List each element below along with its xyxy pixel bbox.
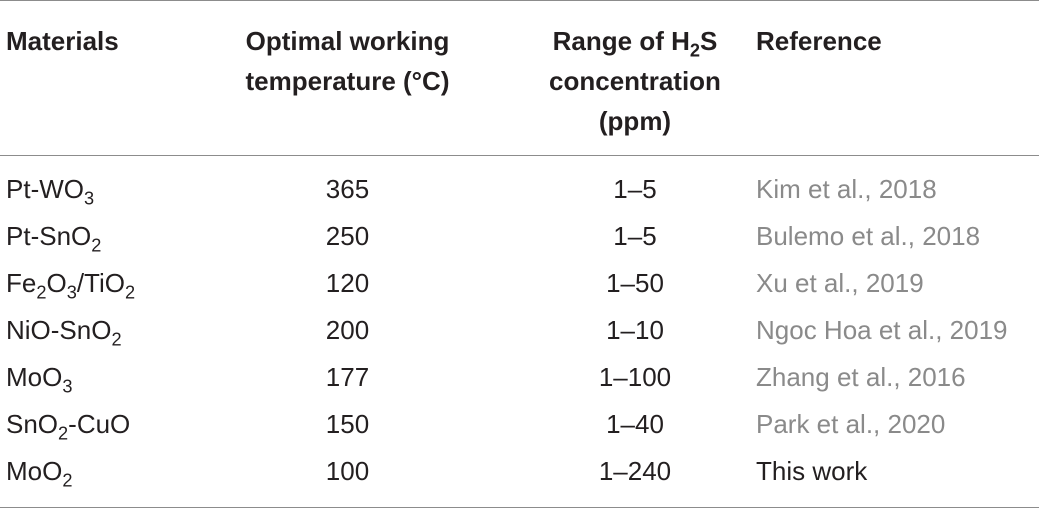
header-materials: Materials — [0, 0, 175, 156]
cell-temperature: 177 — [325, 362, 370, 392]
material-subscript: 2 — [62, 470, 73, 491]
table-body: Pt-WO3 365 1–5 Kim et al., 2018 Pt-SnO2 … — [0, 156, 1039, 508]
cell-material: Pt-SnO2 — [0, 213, 175, 260]
table-row: SnO2-CuO 150 1–40 Park et al., 2020 — [0, 401, 1039, 448]
cell-material: NiO-SnO2 — [0, 307, 175, 354]
cell-temperature: 120 — [325, 268, 370, 298]
cell-range: 1–5 — [613, 221, 657, 251]
cell-temperature: 365 — [325, 174, 370, 204]
cell-reference[interactable]: Zhang et al., 2016 — [756, 362, 966, 392]
table-row: MoO3 177 1–100 Zhang et al., 2016 — [0, 354, 1039, 401]
material-text: -CuO — [68, 409, 131, 439]
cell-reference[interactable]: Ngoc Hoa et al., 2019 — [756, 315, 1008, 345]
cell-temperature: 200 — [325, 315, 370, 345]
cell-reference[interactable]: Xu et al., 2019 — [756, 268, 924, 298]
material-text: MoO — [6, 456, 63, 486]
cell-material: MoO3 — [0, 354, 175, 401]
header-row: Materials Optimal working temperature (°… — [0, 0, 1039, 156]
material-text: SnO — [6, 409, 59, 439]
material-text: Pt-WO — [6, 174, 84, 204]
header-temperature-line2: temperature (°C) — [245, 66, 450, 96]
cell-material: MoO2 — [0, 448, 175, 508]
cell-temperature: 250 — [325, 221, 370, 251]
material-subscript: 2 — [124, 282, 136, 303]
header-range-line3: (ppm) — [598, 106, 672, 136]
header-range-sub: 2 — [689, 40, 700, 61]
header-range-post: S — [700, 26, 718, 56]
table-row: NiO-SnO2 200 1–10 Ngoc Hoa et al., 2019 — [0, 307, 1039, 354]
cell-range: 1–100 — [598, 362, 672, 392]
header-temperature: Optimal working temperature (°C) — [175, 0, 520, 156]
cell-reference[interactable]: Bulemo et al., 2018 — [756, 221, 981, 251]
table-row: Fe2O3/TiO2 120 1–50 Xu et al., 2019 — [0, 260, 1039, 307]
material-text: Fe — [6, 268, 37, 298]
cell-reference[interactable]: Park et al., 2020 — [756, 409, 946, 439]
cell-reference-this-work: This work — [750, 448, 1039, 508]
header-range: Range of H2S concentration (ppm) — [520, 0, 750, 156]
table-row: MoO2 100 1–240 This work — [0, 448, 1039, 508]
table-row: Pt-WO3 365 1–5 Kim et al., 2018 — [0, 156, 1039, 214]
material-subscript: 2 — [58, 423, 69, 444]
material-text: /TiO — [76, 268, 125, 298]
material-subscript: 2 — [91, 235, 102, 256]
cell-range: 1–240 — [520, 448, 750, 508]
cell-range: 1–40 — [606, 409, 664, 439]
table-row: Pt-SnO2 250 1–5 Bulemo et al., 2018 — [0, 213, 1039, 260]
header-range-pre: Range of H — [552, 26, 690, 56]
header-range-line2: concentration — [549, 66, 721, 96]
material-text: NiO-SnO — [6, 315, 112, 345]
cell-reference[interactable]: Kim et al., 2018 — [756, 174, 937, 204]
material-subscript: 2 — [111, 329, 122, 350]
cell-temperature: 100 — [175, 448, 520, 508]
table-header: Materials Optimal working temperature (°… — [0, 0, 1039, 156]
material-subscript: 3 — [84, 188, 95, 209]
cell-range: 1–10 — [606, 315, 664, 345]
material-text: O — [46, 268, 67, 298]
material-subscript: 3 — [62, 376, 73, 397]
material-subscript: 2 — [36, 282, 47, 303]
material-subscript: 3 — [66, 282, 77, 303]
cell-material: SnO2-CuO — [0, 401, 175, 448]
material-text: Pt-SnO — [6, 221, 92, 251]
header-temperature-line1: Optimal working — [245, 26, 450, 56]
header-range-line1: Range of H2S — [520, 21, 750, 61]
cell-range: 1–50 — [606, 268, 664, 298]
cell-material: Pt-WO3 — [0, 156, 175, 214]
material-text: MoO — [6, 362, 63, 392]
cell-temperature: 150 — [325, 409, 370, 439]
header-reference: Reference — [750, 0, 1039, 156]
cell-material: Fe2O3/TiO2 — [0, 260, 175, 307]
cell-range: 1–5 — [613, 174, 657, 204]
